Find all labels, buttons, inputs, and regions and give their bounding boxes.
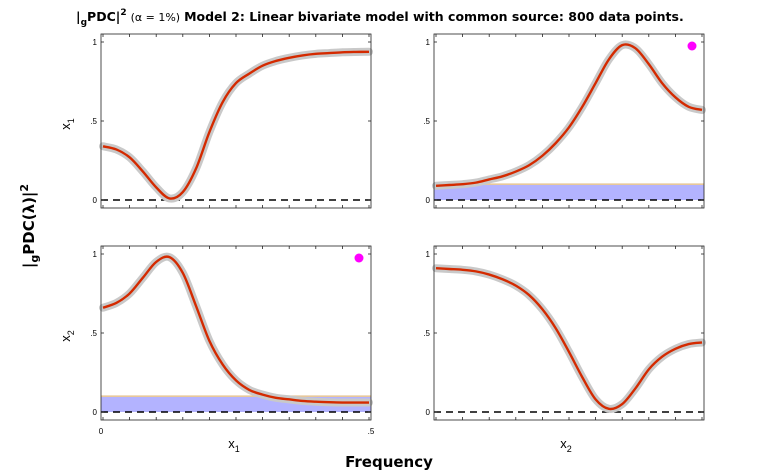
y-tick-label: 0: [426, 408, 431, 417]
axes-frame: [100, 33, 372, 209]
y-tick-label: .5: [423, 117, 430, 126]
figure-title: |gPDC|2 (α = 1%) Model 2: Linear bivariate…: [76, 8, 684, 28]
col-label-2: x2: [560, 436, 572, 454]
pdc-curve: [435, 43, 703, 187]
significance-marker: [354, 253, 364, 263]
figure-ylabel: |gPDC(λ)|2: [18, 184, 41, 268]
x-tick-label: 0: [99, 427, 104, 436]
y-tick-label: 1: [93, 38, 98, 47]
panel-x1-from-x2: 0.51: [423, 33, 706, 209]
row-label-1: x1: [58, 118, 76, 130]
pdc-curve: [435, 267, 703, 411]
confidence-interval: [432, 264, 706, 413]
pdc-curve: [102, 50, 370, 200]
confidence-interval: [432, 40, 706, 190]
threshold-band: [434, 184, 704, 200]
y-tick-label: 0: [93, 408, 98, 417]
figure-xlabel: Frequency: [345, 453, 433, 471]
x-tick-label: .5: [368, 427, 375, 436]
panel-x2-from-x2: 0.51: [423, 245, 706, 421]
col-label-1: x1: [228, 436, 240, 454]
y-tick-label: .5: [90, 117, 97, 126]
significance-marker: [687, 41, 697, 51]
axes-frame: [100, 245, 372, 421]
y-tick-label: .5: [90, 329, 97, 338]
y-tick-label: 1: [93, 250, 98, 259]
y-tick-label: 1: [426, 250, 431, 259]
row-label-2: x2: [58, 330, 76, 342]
y-tick-label: 0: [93, 196, 98, 205]
confidence-interval: [99, 47, 373, 203]
panel-x1-from-x1: 0.51: [90, 33, 373, 209]
pdc-curve: [102, 255, 369, 404]
y-tick-label: 0: [426, 196, 431, 205]
y-tick-label: 1: [426, 38, 431, 47]
y-tick-label: .5: [423, 329, 430, 338]
panel-x2-from-x1: 0 .5 1 0 .5: [90, 245, 375, 436]
